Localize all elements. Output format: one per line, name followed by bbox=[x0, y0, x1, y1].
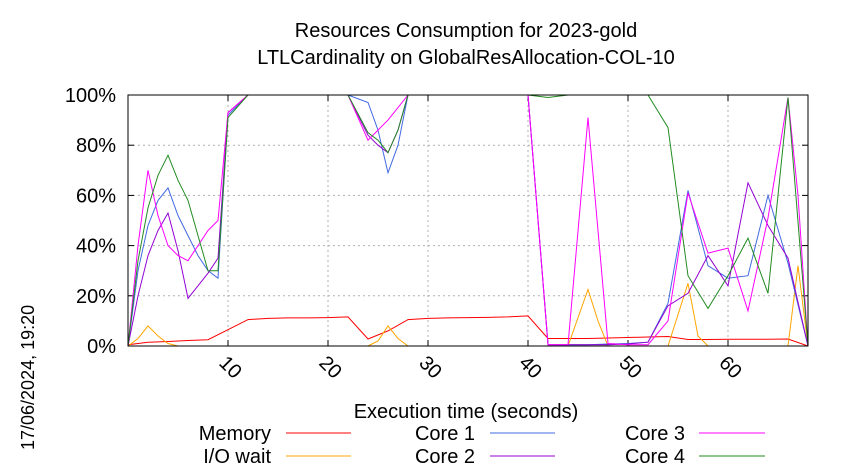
x-tick-label: 50 bbox=[614, 352, 645, 383]
y-tick-label: 0% bbox=[87, 336, 116, 358]
series-line-core-3 bbox=[127, 94, 809, 347]
y-axis: 0% 20% 40% 60% 80% 100% bbox=[65, 85, 808, 358]
legend-label-core-3: Core 3 bbox=[625, 423, 685, 445]
x-tick-label: 20 bbox=[314, 352, 345, 383]
legend-label-memory: Memory bbox=[199, 423, 271, 445]
timestamp: 17/06/2024, 19:20 bbox=[18, 305, 38, 450]
series-line-core-2 bbox=[127, 94, 809, 347]
series-line-memory bbox=[127, 315, 809, 347]
x-tick-label: 30 bbox=[414, 352, 445, 383]
legend-label-core-1: Core 1 bbox=[415, 423, 475, 445]
x-tick-label: 60 bbox=[714, 352, 745, 383]
legend-label-core-4: Core 4 bbox=[625, 446, 685, 468]
x-tick-label: 40 bbox=[514, 352, 545, 383]
series-line-core-1 bbox=[127, 94, 809, 347]
x-axis: 10 20 30 40 50 60 bbox=[214, 95, 746, 383]
series-lines bbox=[127, 94, 809, 347]
legend-label-core-2: Core 2 bbox=[415, 446, 475, 468]
series-line-core-4 bbox=[127, 94, 809, 347]
x-tick-label: 10 bbox=[214, 352, 245, 383]
y-tick-label: 100% bbox=[65, 85, 116, 107]
chart-subtitle: LTLCardinality on GlobalResAllocation-CO… bbox=[257, 47, 675, 69]
y-tick-label: 20% bbox=[76, 286, 116, 308]
y-tick-label: 80% bbox=[76, 135, 116, 157]
y-tick-label: 60% bbox=[76, 185, 116, 207]
plot-frame bbox=[127, 94, 809, 347]
grid bbox=[128, 95, 808, 346]
x-axis-label: Execution time (seconds) bbox=[354, 401, 579, 423]
chart-title: Resources Consumption for 2023-gold bbox=[295, 20, 637, 42]
legend-label-i-o-wait: I/O wait bbox=[203, 446, 271, 468]
y-tick-label: 40% bbox=[76, 236, 116, 258]
